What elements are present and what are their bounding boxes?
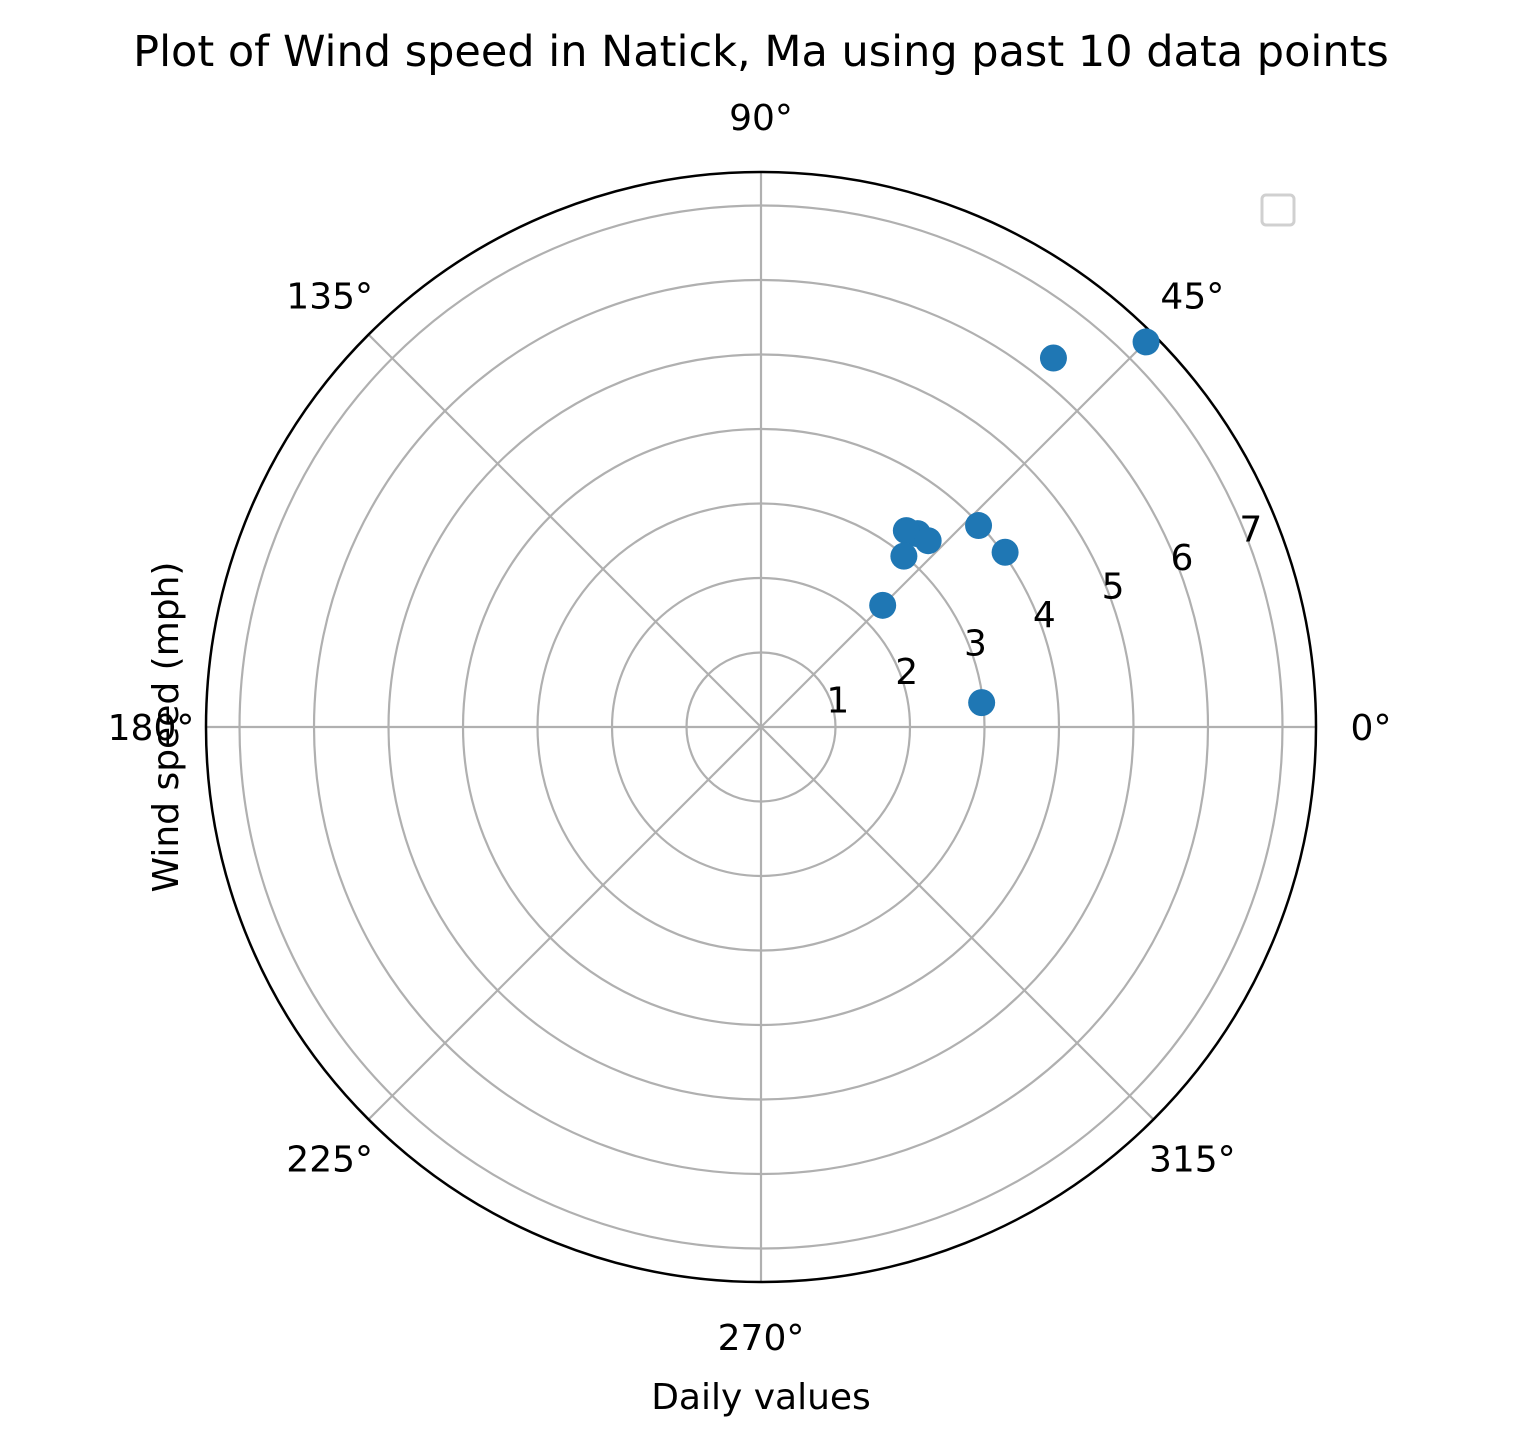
r-tick-labels: 1 2 3 4 5 6 7 [826,509,1262,721]
data-point [914,527,942,555]
r-tick-label: 6 [1171,538,1194,579]
x-axis-label: Daily values [651,1377,871,1418]
theta-grid-line-315 [760,726,1155,1121]
data-point [965,512,993,540]
data-point [892,517,920,545]
y-axis-label: Wind speed (mph) [146,562,187,893]
data-points [869,328,1160,717]
theta-tick-label: 135° [286,277,373,318]
r-tick-label: 7 [1239,509,1262,550]
polar-frame [204,170,1318,1284]
r-tick-label: 1 [826,680,849,721]
data-point [1132,328,1160,356]
r-tick-label: 3 [964,623,987,664]
data-point [968,689,996,717]
polar-grid [204,170,1318,1284]
theta-tick-label: 225° [286,1139,373,1180]
theta-grid-line-135 [367,333,762,728]
r-tick-label: 2 [895,652,918,693]
chart-title: Plot of Wind speed in Natick, Ma using p… [133,27,1389,77]
legend [1260,193,1296,227]
theta-tick-label: 180° [108,708,195,749]
theta-tick-label: 270° [718,1318,805,1359]
theta-tick-label: 90° [729,98,793,139]
theta-tick-label: 0° [1351,708,1392,749]
r-tick-label: 5 [1102,566,1125,607]
theta-tick-label: 315° [1149,1139,1236,1180]
data-point [869,591,897,619]
data-point [890,542,918,570]
theta-tick-labels: 0° 45° 90° 135° 180° 225° 270° 315° [108,98,1392,1359]
r-tick-label: 4 [1033,595,1056,636]
data-point [1039,344,1067,372]
data-point [991,538,1019,566]
theta-tick-label: 45° [1160,277,1224,318]
theta-grid-line-45 [760,333,1155,728]
theta-grid-line-225 [367,726,762,1121]
